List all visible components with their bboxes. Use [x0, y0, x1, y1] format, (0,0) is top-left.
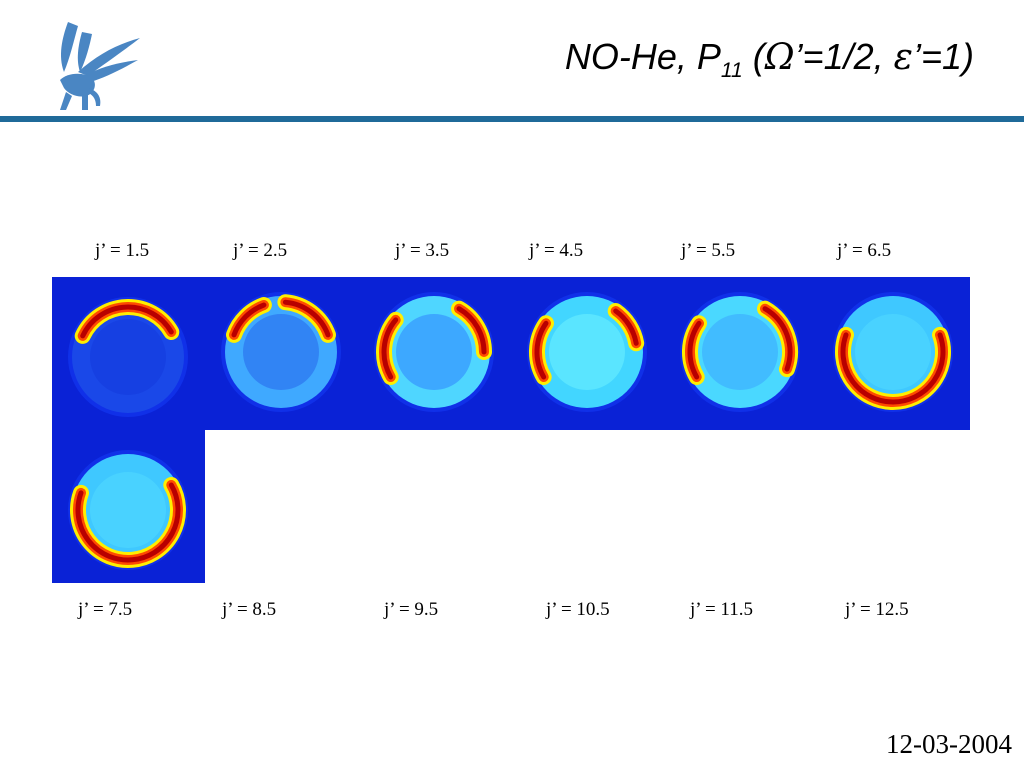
slide-date: 12-03-2004	[886, 729, 1012, 759]
label-j-6-5: j’ = 6.5	[837, 240, 892, 261]
image-j-2-5	[205, 277, 358, 430]
image-j-7-5	[52, 430, 205, 583]
image-j-3-5	[358, 277, 511, 430]
label-j-8-5: j’ = 8.5	[222, 599, 277, 620]
label-j-9-5: j’ = 9.5	[384, 599, 439, 620]
image-j-6-5	[817, 277, 970, 430]
label-j-10-5: j’ = 10.5	[546, 599, 610, 620]
label-j-1-5: j’ = 1.5	[95, 240, 150, 261]
label-j-4-5: j’ = 4.5	[529, 240, 584, 261]
label-j-2-5: j’ = 2.5	[233, 240, 288, 261]
image-j-5-5	[664, 277, 817, 430]
header-divider	[0, 116, 1024, 122]
university-griffin-logo	[60, 22, 140, 110]
label-j-5-5: j’ = 5.5	[681, 240, 736, 261]
image-j-4-5	[511, 277, 664, 430]
label-j-12-5: j’ = 12.5	[845, 599, 909, 620]
label-j-7-5: j’ = 7.5	[78, 599, 133, 620]
label-j-3-5: j’ = 3.5	[395, 240, 450, 261]
label-j-11-5: j’ = 11.5	[690, 599, 753, 620]
slide-title: NO-He, P11 (Ω’=1/2, ε’=1)	[564, 36, 974, 83]
image-j-1-5	[52, 277, 205, 430]
